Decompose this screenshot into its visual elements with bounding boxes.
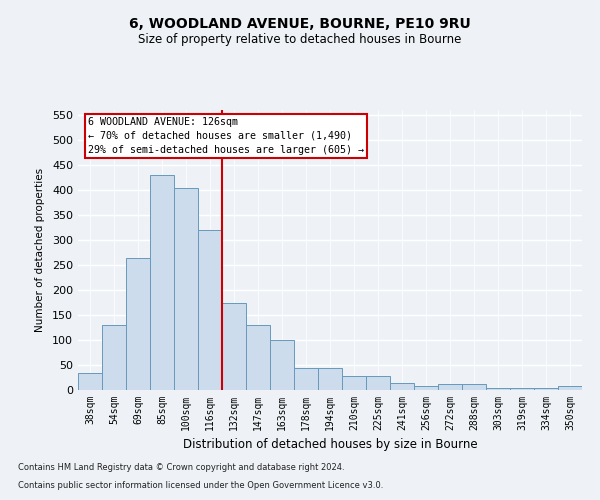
Bar (198, 230, 222, 390)
Bar (174, 188, 198, 390)
Bar (486, 388, 510, 390)
Bar (150, 175, 174, 390)
Bar (390, 382, 414, 390)
Bar (126, 258, 150, 390)
Bar (414, 386, 438, 390)
Bar (462, 384, 486, 390)
Bar (534, 388, 558, 390)
Bar (270, 340, 294, 390)
Bar (510, 388, 534, 390)
Bar (366, 376, 390, 390)
Bar (78, 372, 102, 390)
Text: Size of property relative to detached houses in Bourne: Size of property relative to detached ho… (139, 32, 461, 46)
Y-axis label: Number of detached properties: Number of detached properties (35, 168, 45, 332)
Bar (558, 386, 582, 390)
Bar (246, 325, 270, 390)
Bar (294, 368, 318, 390)
Bar (102, 325, 126, 390)
Bar (318, 368, 342, 390)
Bar (438, 384, 462, 390)
Text: Contains public sector information licensed under the Open Government Licence v3: Contains public sector information licen… (18, 481, 383, 490)
Text: Contains HM Land Registry data © Crown copyright and database right 2024.: Contains HM Land Registry data © Crown c… (18, 464, 344, 472)
Bar (342, 376, 366, 390)
Text: 6, WOODLAND AVENUE, BOURNE, PE10 9RU: 6, WOODLAND AVENUE, BOURNE, PE10 9RU (129, 18, 471, 32)
Text: 6 WOODLAND AVENUE: 126sqm
← 70% of detached houses are smaller (1,490)
29% of se: 6 WOODLAND AVENUE: 126sqm ← 70% of detac… (88, 117, 364, 155)
Bar (222, 302, 246, 390)
X-axis label: Distribution of detached houses by size in Bourne: Distribution of detached houses by size … (182, 438, 478, 452)
